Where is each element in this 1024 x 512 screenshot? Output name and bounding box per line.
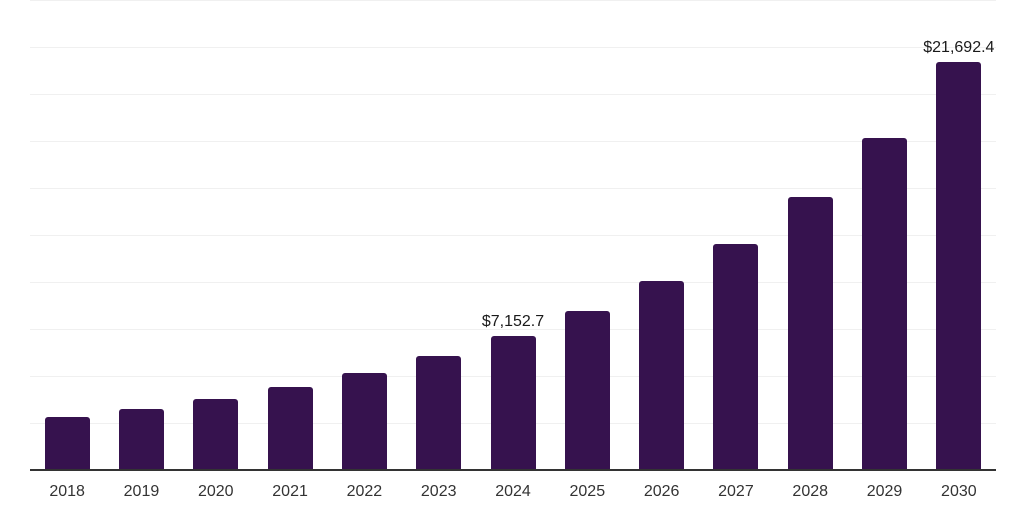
bar-2030 [936,62,982,470]
bar-2029 [862,138,908,470]
bar-2023 [416,356,462,470]
x-tick-2021: 2021 [272,483,308,500]
x-tick-2023: 2023 [420,483,457,500]
x-tick-2022: 2022 [346,483,383,500]
x-tick-2030: 2030 [941,483,977,500]
x-tick-2024: 2024 [495,483,531,500]
data-label-2030: $21,692.4 [923,39,995,57]
gridline-20000 [30,94,996,95]
gridline-7500 [30,329,996,330]
bar-2027 [713,243,759,470]
gridline-12500 [30,235,996,236]
gridline-15000 [30,188,996,189]
bar-2021 [267,387,313,470]
bar-2028 [787,197,833,470]
bar-2020 [193,399,239,470]
gridline-25000 [30,0,996,1]
gridline-22500 [30,47,996,48]
bar-2024 [490,335,536,470]
bar-2026 [639,280,685,470]
x-axis-line [30,469,996,471]
bar-2019 [118,409,164,470]
bar-2025 [564,311,610,470]
bar-2022 [341,373,387,470]
gridline-17500 [30,141,996,142]
x-tick-2025: 2025 [569,483,606,500]
x-tick-2026: 2026 [643,483,680,500]
data-label-2024: $7,152.7 [481,312,545,330]
x-tick-2027: 2027 [718,483,754,500]
x-tick-2028: 2028 [792,483,829,500]
bar-2018 [44,417,90,470]
x-tick-2020: 2020 [197,483,234,500]
x-tick-2019: 2019 [123,483,160,500]
x-tick-2018: 2018 [49,483,85,500]
x-tick-2029: 2029 [866,483,903,500]
gridline-10000 [30,282,996,283]
